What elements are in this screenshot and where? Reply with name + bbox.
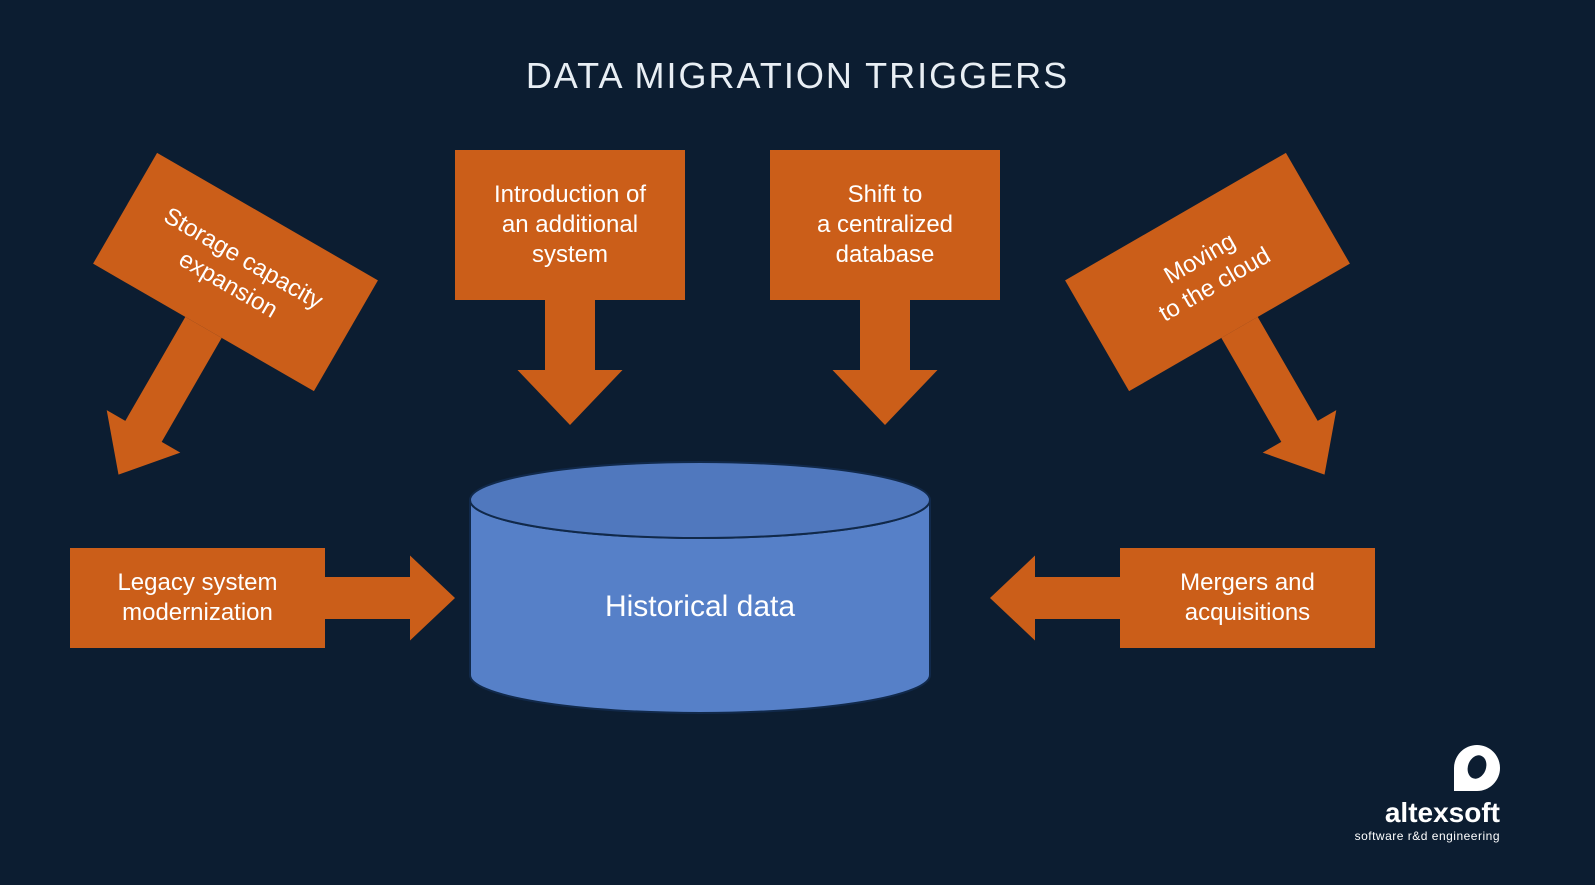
trigger-mergers-arrow [990, 556, 1120, 641]
trigger-legacy-label: Legacy system modernization [70, 548, 325, 648]
trigger-intro-arrow [518, 300, 623, 425]
brand-logo-tagline: software r&d engineering [1355, 829, 1500, 843]
historical-data-label: Historical data [470, 538, 930, 675]
trigger-shift-arrow [833, 300, 938, 425]
trigger-intro-label: Introduction of an additional system [455, 150, 685, 300]
trigger-mergers-label: Mergers and acquisitions [1120, 548, 1375, 648]
trigger-shift-label: Shift to a centralized database [770, 150, 1000, 300]
diagram-stage: DATA MIGRATION TRIGGERS altexsoft softwa… [0, 0, 1595, 885]
brand-logo: altexsoft software r&d engineering [1355, 745, 1500, 843]
diagram-title: DATA MIGRATION TRIGGERS [0, 55, 1595, 97]
trigger-legacy-arrow [325, 556, 455, 641]
brand-logo-mark [1454, 745, 1500, 791]
brand-logo-word: altexsoft [1355, 797, 1500, 829]
